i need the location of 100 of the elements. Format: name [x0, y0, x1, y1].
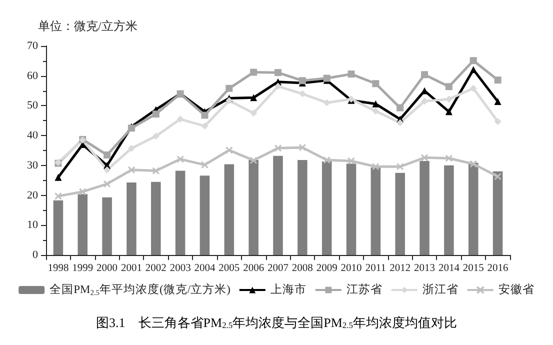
bar [370, 168, 381, 255]
point [445, 83, 452, 90]
bar [200, 176, 210, 255]
point [470, 160, 478, 168]
bar [126, 182, 136, 255]
bar [53, 200, 64, 255]
x-tick-label: 2006 [243, 263, 264, 274]
x-tick-label: 2009 [316, 263, 338, 274]
x-tick-label: 2001 [120, 263, 142, 274]
point [128, 166, 136, 174]
bar [224, 164, 234, 255]
point [226, 97, 233, 104]
point [323, 99, 330, 106]
y-tick-label: 0 [32, 249, 38, 261]
bar [248, 160, 258, 255]
point [298, 77, 306, 84]
point [201, 112, 208, 119]
legend-label: 浙江省 [422, 283, 458, 296]
point [298, 144, 306, 152]
x-tick-label: 2011 [365, 263, 386, 274]
bar [395, 172, 405, 255]
point [494, 98, 502, 106]
bar [151, 182, 161, 255]
legend-label: 江苏省 [346, 283, 382, 296]
point [421, 71, 428, 78]
x-tick-label: 2000 [96, 263, 118, 274]
point [445, 154, 453, 162]
point [152, 110, 160, 118]
point [372, 80, 380, 88]
point [128, 144, 135, 152]
point [372, 100, 380, 108]
bar [102, 197, 112, 255]
bar [298, 160, 308, 255]
point [348, 70, 355, 78]
y-tick-label: 70 [27, 40, 38, 52]
bar [468, 162, 478, 255]
bar [322, 162, 332, 255]
point [250, 68, 258, 76]
point [298, 90, 306, 98]
y-tick-label: 50 [27, 100, 38, 112]
legend-label: 安徽省 [498, 282, 534, 296]
point [54, 192, 62, 200]
point [225, 146, 233, 154]
y-tick-label: 10 [27, 219, 38, 232]
point [274, 69, 282, 76]
point [201, 122, 208, 130]
x-tick-label: 2008 [292, 263, 313, 274]
point [250, 110, 258, 117]
point [152, 132, 160, 140]
point [348, 157, 356, 165]
bar [175, 170, 186, 255]
point [396, 104, 404, 112]
point [103, 180, 111, 188]
point [78, 188, 86, 196]
point [494, 172, 502, 180]
x-tick-label: 2007 [268, 263, 288, 274]
point [152, 167, 160, 175]
point [470, 84, 477, 92]
point [250, 156, 258, 164]
bar [346, 164, 356, 255]
point [396, 162, 404, 170]
point [372, 162, 380, 170]
x-tick-label: 1998 [48, 263, 69, 274]
x-tick-label: 2014 [438, 263, 460, 274]
legend-label: 上海市 [270, 282, 306, 296]
point [176, 116, 184, 123]
bar [273, 156, 283, 255]
x-tick-label: 2012 [390, 263, 411, 274]
point [274, 82, 282, 90]
x-tick-label: 2015 [462, 263, 484, 274]
point [420, 154, 428, 162]
point [396, 119, 404, 126]
y-tick-label: 20 [27, 189, 38, 202]
point [104, 151, 111, 158]
x-tick-label: 2010 [340, 263, 362, 274]
x-tick-label: 2002 [145, 263, 166, 274]
point [445, 108, 452, 116]
x-tick-label: 2005 [218, 263, 240, 274]
bar [444, 165, 454, 255]
x-tick-label: 2004 [194, 263, 216, 274]
point [470, 66, 477, 74]
y-axis-title: 单位：微克/立方米 [38, 19, 138, 33]
point [372, 108, 380, 115]
point [104, 166, 111, 174]
point [274, 144, 282, 152]
point [470, 57, 477, 64]
point [176, 155, 184, 163]
point [494, 118, 502, 126]
bar [420, 160, 430, 255]
point [494, 76, 502, 84]
point [250, 94, 258, 102]
point [226, 84, 233, 92]
point [200, 161, 208, 169]
bar [492, 171, 503, 255]
y-tick-label: 30 [27, 159, 38, 172]
y-tick-label: 60 [27, 70, 38, 82]
x-tick-label: 2013 [414, 263, 436, 274]
x-tick-label: 2003 [170, 263, 191, 274]
caption: 图3.1 长三角各省PM2.5年均浓度与全国PM2.5年均浓度均值对比 [96, 314, 457, 330]
y-tick-label: 40 [27, 130, 38, 142]
